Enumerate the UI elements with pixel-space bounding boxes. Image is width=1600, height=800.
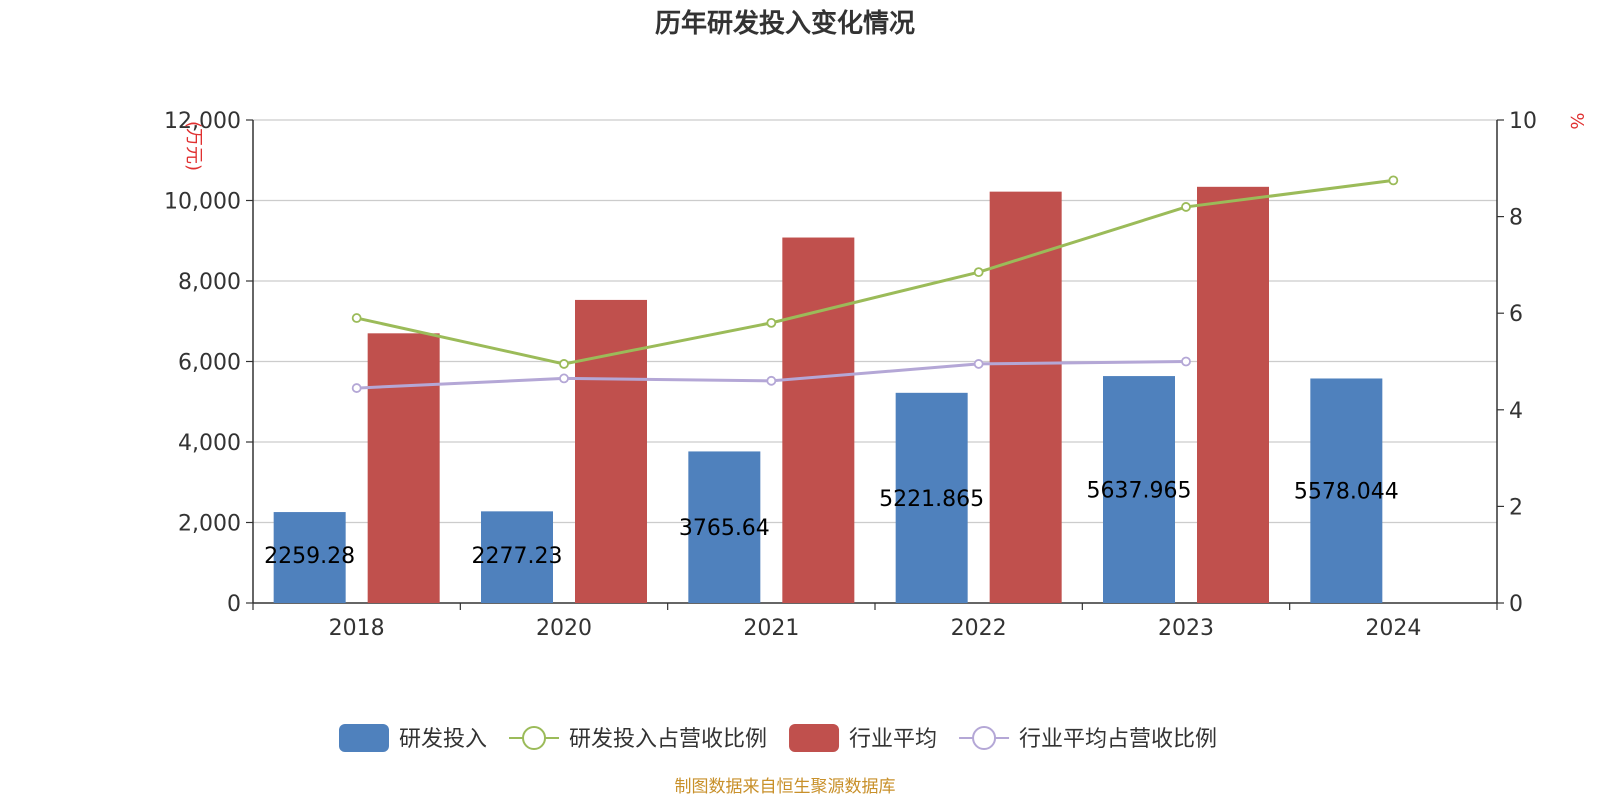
bar-rd	[273, 512, 346, 603]
bar-rd	[895, 392, 968, 603]
bar-industry	[367, 333, 440, 603]
y-left-tick-label: 12,000	[164, 109, 241, 134]
bar-rd	[481, 511, 553, 603]
bar-data-label: 5637.965	[1087, 479, 1192, 504]
y-left-tick-label: 8,000	[178, 270, 241, 295]
bar-data-label: 2277.23	[472, 544, 563, 569]
y-right-tick-label: 6	[1509, 302, 1523, 327]
y-left-tick-label: 0	[227, 592, 241, 617]
line-point	[766, 375, 777, 386]
bar-data-label: 3765.64	[679, 516, 770, 541]
y-left-unit: (万元)	[183, 121, 204, 171]
x-tick-label: 2021	[743, 616, 799, 641]
line-point	[351, 383, 362, 393]
bars-layer	[273, 186, 1383, 603]
bar-industry	[575, 299, 647, 603]
line-point	[351, 313, 362, 323]
y-right-tick-label: 2	[1509, 495, 1523, 520]
bar-data-label: 2259.28	[264, 544, 355, 569]
legend-item: 行业平均	[789, 724, 937, 752]
legend-label: 研发投入	[399, 727, 487, 752]
legend-label: 行业平均占营收比例	[1019, 727, 1217, 752]
line-point	[1181, 202, 1191, 212]
bar-rd	[1103, 376, 1175, 603]
y-right-tick-label: 8	[1509, 206, 1523, 231]
bar-industry	[989, 191, 1062, 603]
legend-swatch-bar	[789, 724, 840, 752]
axes-layer: 0 2,000 4,000 6,000 8,000 10,000 12,000 0 2 4 6 8 10…	[164, 109, 1587, 641]
legend-swatch-marker	[522, 726, 547, 750]
grid-layer	[253, 119, 1497, 524]
line-point	[559, 359, 569, 369]
y-left-tick-label: 6,000	[178, 351, 241, 376]
bar-rd	[1310, 378, 1383, 603]
x-tick-label: 2018	[329, 616, 385, 641]
lines-layer	[351, 175, 1399, 393]
x-tick-label: 2020	[536, 616, 592, 641]
y-left-tick-label: 2,000	[178, 512, 241, 537]
line-point	[1388, 175, 1399, 186]
legend-swatch-bar	[339, 724, 389, 752]
y-right-tick-label: 10	[1509, 109, 1537, 134]
bar-rd	[688, 451, 761, 603]
legend-label: 研发投入占营收比例	[569, 727, 767, 752]
line-point	[559, 373, 569, 384]
bar-data-label: 5221.865	[879, 487, 984, 512]
y-left-tick-label: 4,000	[178, 431, 241, 456]
legend-item: 研发投入	[339, 724, 487, 752]
legend: 研发投入 研发投入占营收比例 行业平均 行业平均占营收比例	[339, 724, 1217, 752]
x-tick-label: 2024	[1365, 616, 1421, 641]
legend-item: 研发投入占营收比例	[509, 726, 767, 752]
chart-title: 历年研发投入变化情况	[655, 8, 915, 39]
legend-swatch-marker	[972, 726, 997, 750]
y-left-tick-label: 10,000	[164, 190, 241, 215]
legend-label: 行业平均	[849, 727, 937, 752]
bar-data-label: 5578.044	[1294, 480, 1399, 505]
line-series-1	[356, 178, 1394, 366]
source-note: 制图数据来自恒生聚源数据库	[675, 777, 896, 797]
bar-industry	[782, 237, 855, 603]
labels-layer: 2259.28 2277.23 3765.64 5221.865 5637.965 557…	[264, 479, 1399, 569]
line-point	[766, 317, 777, 328]
line-point	[973, 267, 984, 278]
x-tick-label: 2023	[1158, 616, 1214, 641]
bar-industry	[1197, 186, 1269, 603]
y-right-unit: %	[1566, 112, 1587, 129]
line-point	[1181, 356, 1191, 367]
y-right-tick-label: 4	[1509, 399, 1523, 424]
y-right-tick-label: 0	[1509, 592, 1523, 617]
legend-item: 行业平均占营收比例	[959, 726, 1217, 752]
line-point	[973, 359, 984, 369]
x-tick-label: 2022	[951, 616, 1007, 641]
